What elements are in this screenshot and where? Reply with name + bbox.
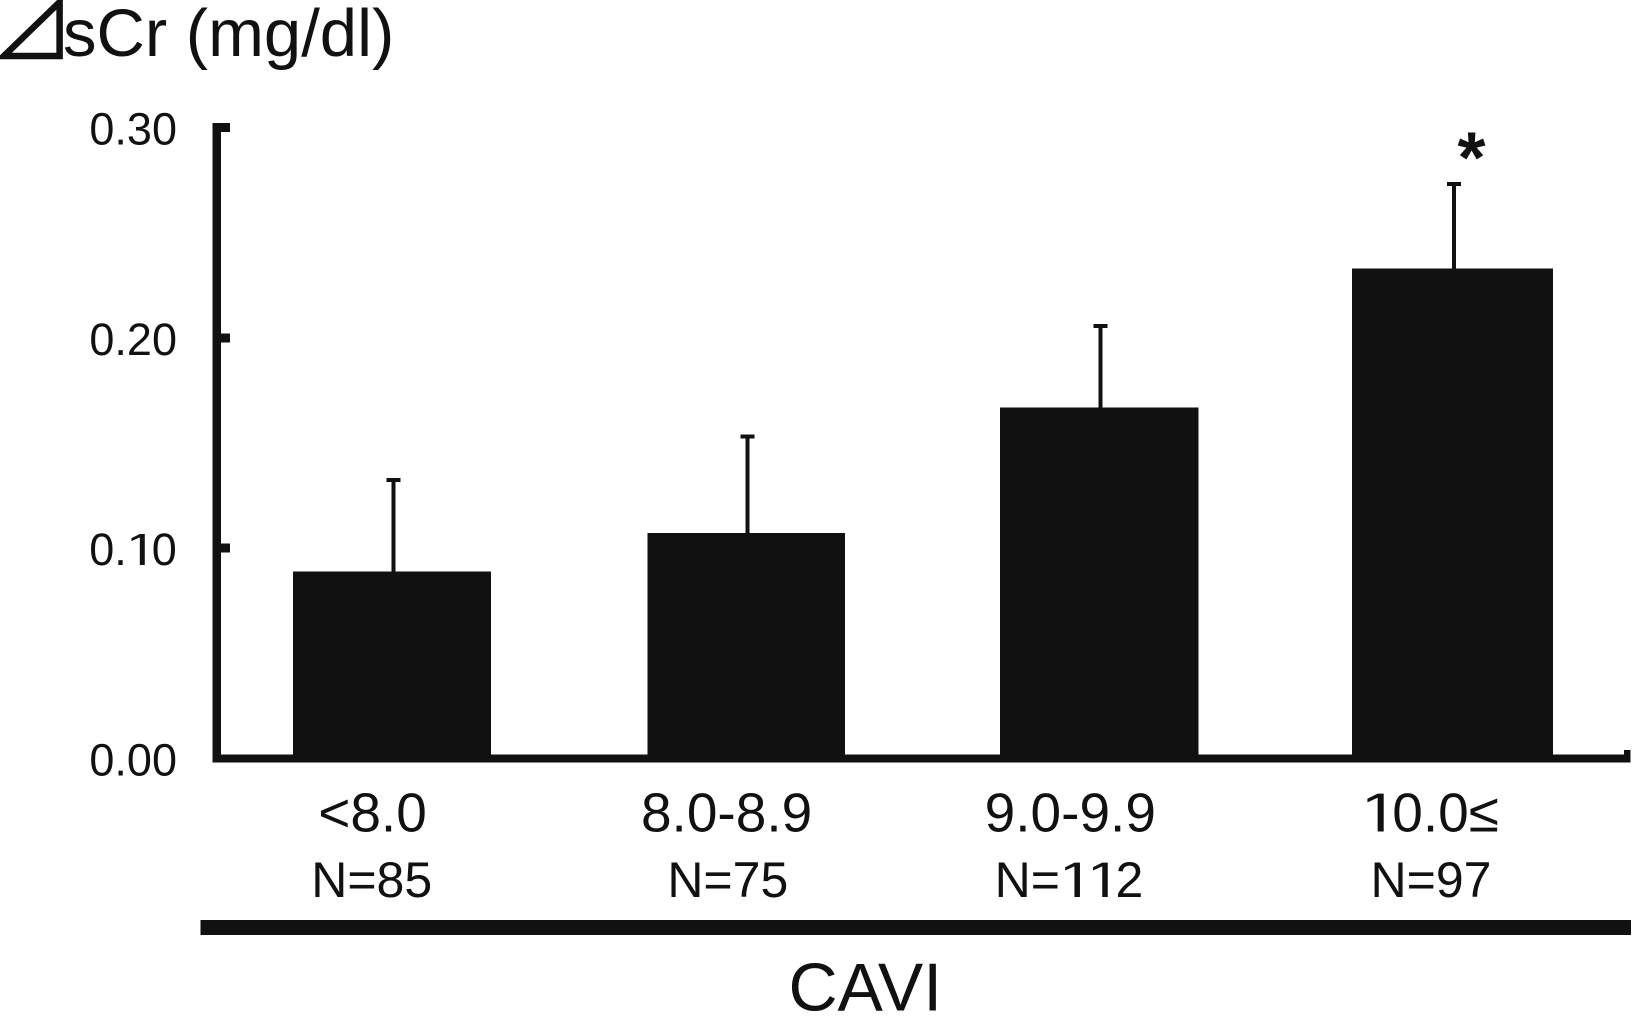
svg-text:<8.0: <8.0: [318, 782, 427, 844]
svg-text:N=85: N=85: [311, 852, 432, 908]
svg-text:0.30: 0.30: [89, 104, 177, 155]
svg-text:9.0-9.9: 9.0-9.9: [985, 782, 1156, 844]
svg-text:2: 2: [1116, 852, 1144, 908]
svg-text:0.20: 0.20: [89, 314, 177, 365]
svg-text:0.0≤: 0.0≤: [1392, 782, 1499, 844]
svg-text:0.00: 0.00: [89, 735, 177, 786]
svg-text:N=75: N=75: [667, 852, 788, 908]
svg-text:0.: 0.: [89, 524, 127, 575]
svg-text:N=: N=: [995, 852, 1060, 908]
svg-text:CAVI: CAVI: [788, 950, 942, 1026]
svg-text:*: *: [1457, 119, 1485, 199]
svg-text:0: 0: [152, 524, 177, 575]
svg-text:sCr (mg/dl): sCr (mg/dl): [63, 0, 394, 71]
svg-text:8.0-8.9: 8.0-8.9: [641, 782, 812, 844]
svg-text:N=97: N=97: [1371, 852, 1492, 908]
